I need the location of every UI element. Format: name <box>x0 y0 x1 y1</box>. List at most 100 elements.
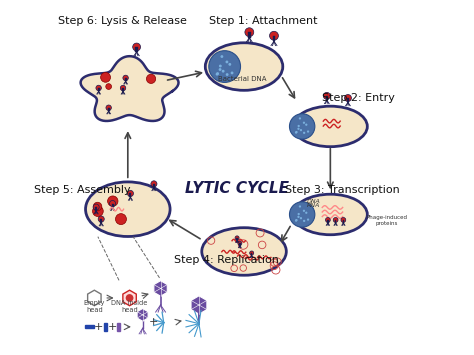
Circle shape <box>219 65 222 67</box>
Bar <box>347 98 349 102</box>
Bar <box>100 219 102 223</box>
Text: DNA: DNA <box>306 199 320 204</box>
Circle shape <box>305 212 308 214</box>
Circle shape <box>295 131 297 134</box>
Circle shape <box>100 72 110 82</box>
Circle shape <box>93 204 99 210</box>
Circle shape <box>299 117 301 120</box>
Ellipse shape <box>205 43 283 90</box>
Polygon shape <box>88 290 101 306</box>
Circle shape <box>146 74 155 83</box>
Text: Step 6: Lysis & Release: Step 6: Lysis & Release <box>58 16 187 26</box>
Text: RNA: RNA <box>306 203 319 208</box>
Polygon shape <box>81 56 179 121</box>
Bar <box>327 220 328 223</box>
Circle shape <box>323 92 330 99</box>
Text: +: + <box>149 317 158 327</box>
Circle shape <box>250 251 254 255</box>
Circle shape <box>303 220 305 222</box>
Bar <box>95 207 97 211</box>
Circle shape <box>151 181 157 187</box>
Circle shape <box>209 51 240 82</box>
Bar <box>153 184 155 187</box>
Circle shape <box>216 73 219 76</box>
Bar <box>248 32 251 38</box>
Ellipse shape <box>202 228 286 275</box>
Circle shape <box>290 202 315 227</box>
Bar <box>129 193 131 197</box>
Bar <box>98 88 100 91</box>
Circle shape <box>295 219 298 221</box>
Text: +: + <box>108 322 117 332</box>
Text: Step 2: Entry: Step 2: Entry <box>322 93 395 103</box>
Circle shape <box>295 131 298 133</box>
Circle shape <box>341 218 346 222</box>
Text: Empty
head: Empty head <box>84 300 105 313</box>
Polygon shape <box>154 281 167 296</box>
Text: Phage-induced
proteins: Phage-induced proteins <box>366 215 407 226</box>
Circle shape <box>123 75 128 81</box>
Circle shape <box>326 218 330 222</box>
Circle shape <box>216 72 219 75</box>
Circle shape <box>106 84 111 89</box>
Text: Step 5: Assembly: Step 5: Assembly <box>34 185 130 195</box>
Circle shape <box>238 241 242 245</box>
Bar <box>117 323 120 331</box>
Circle shape <box>297 128 300 130</box>
Bar <box>122 88 124 91</box>
Bar <box>273 36 275 41</box>
Circle shape <box>333 218 338 222</box>
Circle shape <box>231 71 234 74</box>
Circle shape <box>298 213 300 215</box>
Polygon shape <box>123 290 137 306</box>
Text: Step 4: Replication: Step 4: Replication <box>174 255 279 265</box>
Bar <box>343 220 344 223</box>
Ellipse shape <box>85 182 170 236</box>
Circle shape <box>290 114 315 139</box>
Circle shape <box>235 236 239 240</box>
Circle shape <box>222 70 225 73</box>
Text: Bacterial DNA: Bacterial DNA <box>218 76 266 82</box>
Text: DNA inside
head: DNA inside head <box>111 300 148 313</box>
Polygon shape <box>137 308 148 321</box>
Circle shape <box>116 214 127 225</box>
Circle shape <box>245 28 254 37</box>
Bar <box>335 220 337 223</box>
Ellipse shape <box>293 194 367 235</box>
Bar <box>125 78 127 81</box>
Circle shape <box>298 125 300 127</box>
Circle shape <box>297 216 300 218</box>
Circle shape <box>108 196 118 206</box>
Circle shape <box>305 124 308 126</box>
Circle shape <box>226 60 228 63</box>
Circle shape <box>226 73 228 76</box>
Bar <box>251 253 252 256</box>
Circle shape <box>128 190 134 197</box>
Circle shape <box>228 63 231 66</box>
Circle shape <box>219 68 221 71</box>
Circle shape <box>92 206 103 217</box>
Circle shape <box>307 218 309 221</box>
Bar <box>239 243 240 246</box>
Circle shape <box>345 94 351 102</box>
Bar <box>85 325 94 328</box>
Bar <box>111 203 114 207</box>
Polygon shape <box>191 296 207 314</box>
Circle shape <box>220 55 223 58</box>
Text: Step 3: Transcription: Step 3: Transcription <box>285 185 400 195</box>
Bar <box>108 108 109 111</box>
Text: +: + <box>94 322 104 332</box>
Circle shape <box>98 216 104 222</box>
Circle shape <box>300 217 302 219</box>
Text: Step 1: Attachment: Step 1: Attachment <box>209 16 318 26</box>
Circle shape <box>120 85 126 91</box>
Text: LYTIC CYCLE: LYTIC CYCLE <box>185 181 289 196</box>
Circle shape <box>106 105 111 110</box>
Bar <box>104 323 108 331</box>
Circle shape <box>109 201 116 207</box>
Circle shape <box>133 43 141 51</box>
Ellipse shape <box>293 106 367 147</box>
Bar <box>326 96 328 100</box>
Bar <box>237 238 238 240</box>
Circle shape <box>303 122 305 124</box>
